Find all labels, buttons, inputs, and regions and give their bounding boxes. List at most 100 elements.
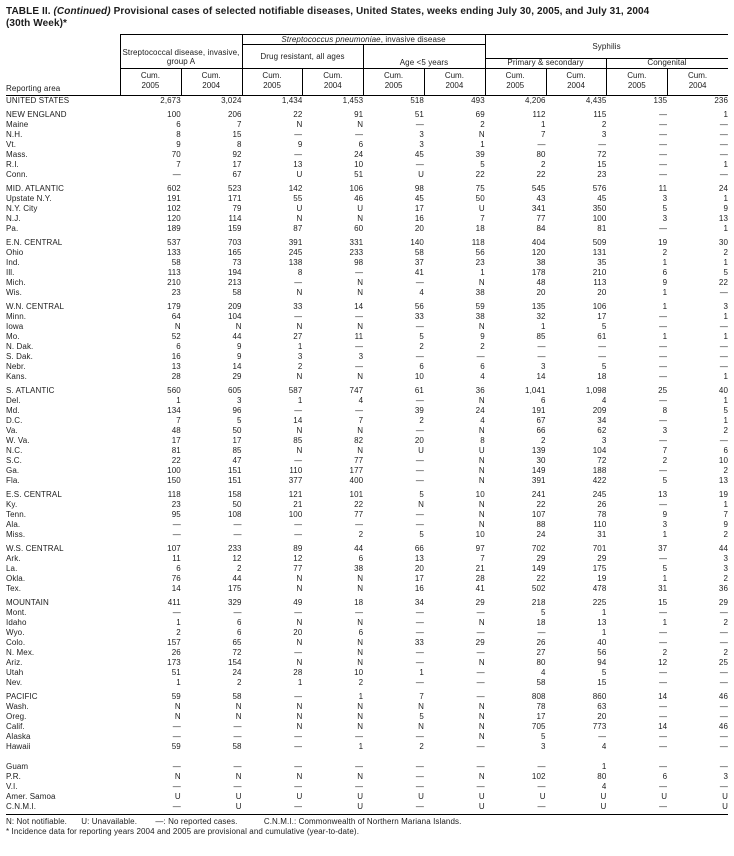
- value-cell: 100: [167, 466, 181, 475]
- value-cell: 1: [176, 396, 181, 405]
- value-cell: N: [296, 120, 303, 129]
- value-cell: 75: [475, 184, 485, 193]
- value-cell: 3: [419, 140, 424, 149]
- value-cell: N: [357, 446, 364, 455]
- value-cell: 25: [718, 658, 728, 667]
- reporting-area-cell: Utah: [6, 668, 24, 677]
- table-row: Pa. 189 159 87 60 20 18 84 81 — 1: [6, 224, 728, 234]
- value-cell: U: [478, 204, 485, 213]
- value-cell: —: [659, 150, 668, 159]
- header-vrule: [424, 68, 425, 95]
- value-cell: 16: [414, 584, 424, 593]
- value-cell: —: [233, 520, 242, 529]
- reporting-area-cell: Wyo.: [6, 628, 25, 637]
- value-cell: N: [357, 658, 364, 667]
- table-row: C.N.M.I. — U — U — U — U — U: [6, 802, 728, 812]
- value-cell: —: [172, 762, 181, 771]
- value-cell: 77: [293, 564, 303, 573]
- reporting-area-cell: MID. ATLANTIC: [6, 184, 65, 193]
- value-cell: 84: [536, 224, 546, 233]
- table-row: R.I. 7 17 13 10 — 5 2 15 — 1: [6, 160, 728, 170]
- value-cell: —: [294, 802, 303, 811]
- table-header: Streptococcal disease, invasive, group A…: [6, 34, 728, 96]
- table-body: UNITED STATES 2,673 3,024 1,434 1,453 518 493 4…: [6, 96, 728, 812]
- reporting-area-cell: N. Dak.: [6, 342, 34, 351]
- table-row: N.C. 81 85 N N U U 139 104 7 6: [6, 446, 728, 456]
- value-cell: 9: [297, 140, 303, 149]
- value-cell: —: [415, 352, 424, 361]
- reporting-area-cell: D.C.: [6, 416, 23, 425]
- value-cell: 225: [592, 598, 607, 607]
- value-cell: 121: [288, 490, 303, 499]
- value-cell: 245: [592, 490, 607, 499]
- value-cell: 6: [358, 628, 364, 637]
- value-cell: —: [355, 762, 364, 771]
- value-cell: U: [296, 204, 303, 213]
- value-cell: 478: [592, 584, 607, 593]
- value-cell: —: [659, 110, 668, 119]
- reporting-area-cell: C.N.M.I.: [6, 802, 37, 811]
- value-cell: 94: [597, 658, 607, 667]
- value-cell: —: [476, 742, 485, 751]
- value-cell: 107: [531, 510, 546, 519]
- value-cell: —: [415, 678, 424, 687]
- table-row: Ariz. 173 154 N N — N 80 94 12 25: [6, 658, 728, 668]
- value-cell: 6: [176, 120, 181, 129]
- value-cell: 1: [358, 692, 364, 701]
- value-cell: 5: [601, 322, 607, 331]
- value-cell: 5: [662, 564, 668, 573]
- value-cell: N: [357, 288, 364, 297]
- value-cell: —: [415, 618, 424, 627]
- value-cell: —: [294, 456, 303, 465]
- value-cell: 1: [601, 628, 607, 637]
- value-cell: N: [235, 772, 242, 781]
- value-cell: 78: [597, 510, 607, 519]
- cum-year-header: Cum. 2004: [444, 71, 464, 90]
- value-cell: N: [357, 772, 364, 781]
- value-cell: 11: [354, 332, 364, 341]
- value-cell: 58: [171, 258, 181, 267]
- reporting-area-cell: Mich.: [6, 278, 26, 287]
- value-cell: 2: [358, 678, 364, 687]
- value-cell: 2: [419, 416, 424, 425]
- value-cell: 5: [419, 712, 424, 721]
- value-cell: —: [233, 762, 242, 771]
- value-cell: —: [415, 426, 424, 435]
- value-cell: 81: [171, 446, 181, 455]
- table-title-text: Provisional cases of selected notifiable…: [113, 6, 650, 17]
- value-cell: 236: [714, 96, 728, 105]
- value-cell: N: [478, 130, 485, 139]
- value-cell: 210: [592, 268, 607, 277]
- value-cell: 1: [723, 372, 728, 381]
- value-cell: 2,673: [160, 96, 181, 105]
- table-row: Hawaii 59 58 — 1 2 — 3 4 — —: [6, 742, 728, 752]
- table-row: W. Va. 17 17 85 82 20 8 2 3— —: [6, 436, 728, 446]
- value-cell: 6: [237, 618, 242, 627]
- section-spacer: [6, 752, 728, 762]
- value-cell: 3: [541, 362, 546, 371]
- table-row: Mich. 210 213 — N — N 48 113 9 22: [6, 278, 728, 288]
- value-cell: 5: [237, 416, 242, 425]
- value-cell: 4: [480, 372, 485, 381]
- value-cell: 2: [601, 120, 607, 129]
- cum-year-header: Cum. 2004: [323, 71, 343, 90]
- value-cell: 13: [658, 490, 668, 499]
- value-cell: 28: [475, 574, 485, 583]
- table-row: Ill. 113 194 8 — 41 1 178 210 6 5: [6, 268, 728, 278]
- table-row: MOUNTAIN 411 329 49 18 34 29 218 225 15 29: [6, 598, 728, 608]
- table-row: La. 6 2 77 38 20 21 149 175 5 3: [6, 564, 728, 574]
- value-cell: 29: [536, 554, 546, 563]
- value-cell: 2: [723, 618, 728, 627]
- value-cell: 560: [167, 386, 181, 395]
- value-cell: —: [537, 140, 546, 149]
- value-cell: 3: [358, 352, 364, 361]
- value-cell: 62: [597, 426, 607, 435]
- value-cell: 165: [227, 248, 242, 257]
- value-cell: 58: [232, 742, 242, 751]
- value-cell: 77: [354, 510, 364, 519]
- value-cell: 37: [658, 544, 668, 553]
- value-cell: —: [233, 530, 242, 539]
- reporting-area-cell: Ga.: [6, 466, 20, 475]
- value-cell: N: [478, 322, 485, 331]
- value-cell: N: [478, 702, 485, 711]
